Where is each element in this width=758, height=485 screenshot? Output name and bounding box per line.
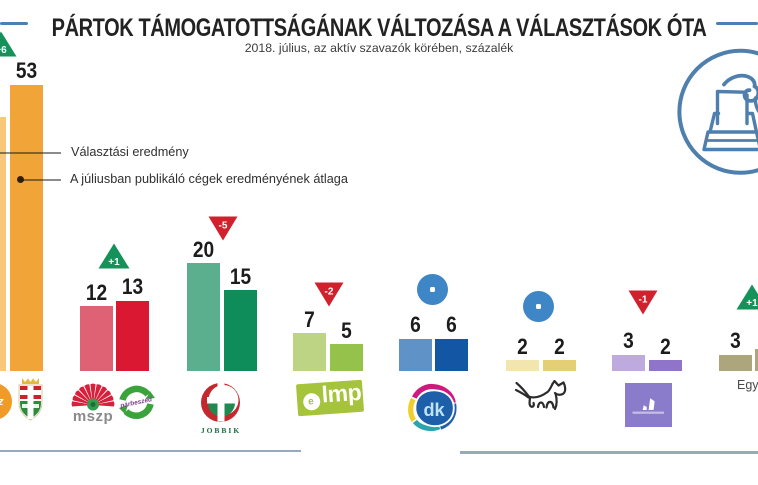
svg-text:-1: -1 xyxy=(638,295,647,306)
svg-text:dk: dk xyxy=(423,400,445,420)
svg-text:+1: +1 xyxy=(746,298,758,309)
svg-text:JOBBIK: JOBBIK xyxy=(201,426,241,435)
svg-text:+6: +6 xyxy=(0,45,7,56)
svg-text:-2: -2 xyxy=(325,287,334,298)
svg-text:-5: -5 xyxy=(219,221,228,232)
svg-text:+1: +1 xyxy=(108,257,120,268)
